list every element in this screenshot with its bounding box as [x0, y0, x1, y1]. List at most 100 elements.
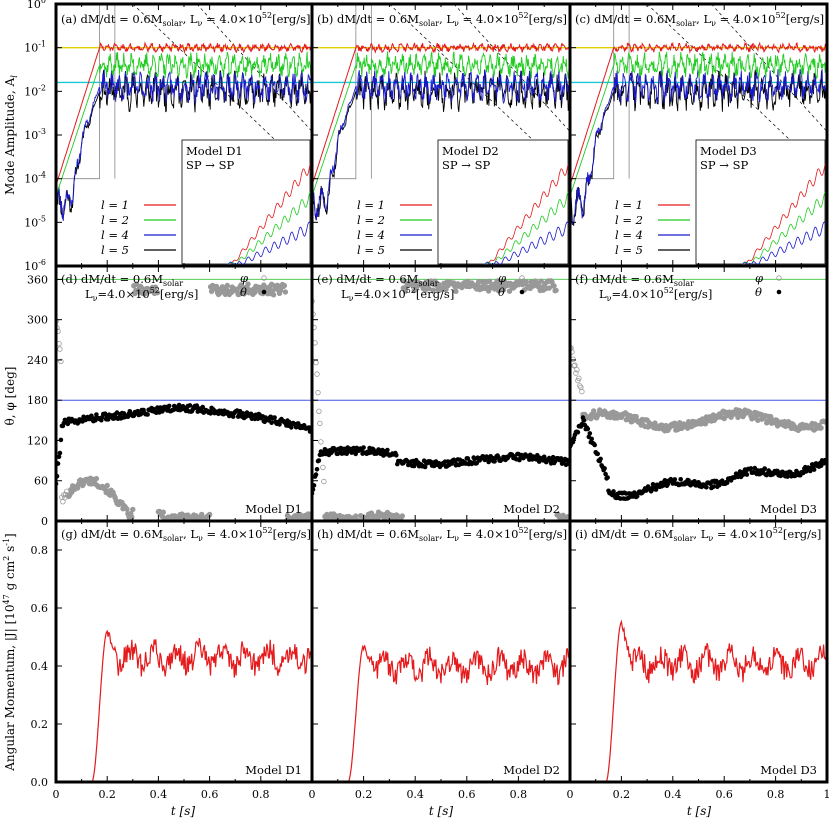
panel-title-f-l2-part-1: ν: [607, 294, 612, 303]
amplitude-panel-a: [56, 4, 312, 265]
legend-l5-label-b: l = 5: [357, 243, 385, 257]
panel-title-i-part-6: [erg/s]: [783, 527, 821, 541]
amp-series-l1-2: [570, 41, 827, 186]
phi-marker-1-12: [321, 478, 327, 485]
angle-panel-f: [570, 278, 827, 502]
theta-marker-0-5: [58, 437, 64, 443]
panel-title-f-l2-part-4: [erg/s]: [674, 287, 712, 301]
phi-marker-1-7: [316, 408, 322, 414]
xtick-label-1-4: 0.8: [510, 788, 528, 801]
theta-marker-2-20: [587, 431, 593, 436]
theta-marker-1-85: [394, 453, 399, 458]
xlabel-2: t [s]: [429, 804, 453, 818]
panel-title-c-part-0: (c) dM/dt = 0.6M: [575, 12, 676, 26]
row1-ytick-label-5: 10-5: [24, 214, 46, 229]
theta-marker-2-112: [678, 477, 683, 482]
row2-ytick-label-5: 60: [34, 475, 48, 488]
inset-series-0: [226, 164, 311, 265]
legend-theta-label-d: θ: [240, 285, 247, 299]
row2-ytick-label-2: 240: [27, 354, 48, 367]
panel-title-g-part-3: ν: [198, 534, 203, 543]
phi-marker-1-6: [315, 389, 321, 396]
phi-marker-1-216: [523, 279, 529, 285]
phi-marker-2-254: [818, 425, 824, 431]
row1-ylabel: Mode Amplitude, Al: [3, 75, 19, 195]
xtick-label-1-2: 0.4: [406, 788, 424, 801]
legend-phi-marker-d: [261, 275, 267, 281]
row1-ytick-base-2: 10: [24, 85, 38, 98]
panel-title-e-l2-part-1: ν: [349, 294, 354, 303]
phi-marker-2-170: [735, 414, 741, 421]
inset-series-l2-0: [226, 191, 311, 265]
phi-marker-0-5: [58, 358, 64, 364]
row3-ytick-label-0: 0.8: [31, 544, 49, 557]
panel-title-g-part-0: (g) dM/dt = 0.6M: [61, 527, 163, 541]
panel-title-a-part-4: = 4.0×10: [202, 12, 262, 26]
theta-marker-2-22: [589, 436, 594, 442]
panel-title-h-part-4: = 4.0×10: [459, 527, 519, 541]
ang-clipped-group-0: [56, 278, 312, 521]
row1-ytick-exp-1: -1: [38, 40, 46, 49]
theta-marker-2-106: [672, 477, 678, 482]
panel-title-b-part-2: , L: [439, 12, 454, 26]
row3-ytick-label-1: 0.6: [31, 602, 49, 615]
row1-ytick-label-2: 10-2: [24, 83, 46, 98]
theta-marker-0-3: [56, 454, 62, 460]
amplitude-panel-c: [570, 4, 827, 265]
phi-marker-2-10: [577, 383, 583, 389]
theta-marker-0-4: [57, 450, 63, 456]
phi-marker-0-101: [152, 284, 159, 290]
panel-title-a-part-3: ν: [198, 19, 203, 28]
legend-theta-marker-e: [519, 289, 525, 295]
panel-title-i-part-0: (i) dM/dt = 0.6M: [575, 527, 674, 541]
legend-phi-label-e: φ: [498, 271, 506, 285]
row2-ylabel: θ, φ [deg]: [3, 367, 17, 426]
legend-l4-label-a: l = 4: [101, 228, 129, 242]
amp-guide-box-2: [570, 4, 630, 180]
theta-marker-2-197: [762, 466, 767, 471]
panel-title-a-part-5: 52: [262, 11, 272, 20]
row1-ytick-base-3: 10: [24, 129, 38, 142]
amplitude-panel-b: [312, 4, 570, 265]
phi-marker-0-169: [219, 284, 226, 290]
row2-ytick-label-4: 120: [27, 434, 48, 447]
panel-frame-e: [310, 264, 572, 523]
panel-frame-i: [568, 519, 829, 784]
panel-title-f-line2: Lν=4.0×1052[erg/s]: [599, 286, 712, 303]
panel-title-h-part-5: 52: [518, 526, 528, 535]
panel-title-c-part-4: = 4.0×10: [716, 12, 776, 26]
ang-clipped-group-1: [312, 278, 570, 521]
panel-title-h-part-1: solar: [419, 534, 439, 543]
row1-ytick-label-0: 100: [27, 0, 46, 11]
inset-series-l4-0: [226, 221, 311, 265]
amp-series-l5-0: [56, 70, 312, 221]
panel-title-i-part-4: = 4.0×10: [713, 527, 773, 541]
xtick-label-2-3: 0.6: [715, 788, 733, 801]
phi-marker-0-233: [282, 289, 289, 295]
panel-title-i: (i) dM/dt = 0.6Msolar, Lν = 4.0×1052[erg…: [575, 526, 821, 543]
panel-title-e-line1: (e) dM/dt = 0.6Msolar: [317, 272, 439, 288]
phi-marker-2-9: [576, 375, 582, 381]
panel-title-b-part-1: solar: [419, 19, 439, 28]
xtick-label-2-1: 0.2: [613, 788, 631, 801]
panel-title-f-l2-part-3: 52: [664, 286, 674, 295]
theta-marker-1-52: [361, 445, 366, 450]
legend-phi-marker-f: [776, 275, 782, 281]
panel-title-d-l1-part-0: (d) dM/dt = 0.6M: [61, 272, 163, 286]
legend-l2-label-a: l = 2: [101, 213, 129, 227]
panel-frame-h: [310, 519, 572, 784]
legend-l2-label-c: l = 2: [615, 213, 643, 227]
inset-series-l2-2: [741, 191, 826, 265]
amp-series-l2-2: [570, 51, 827, 197]
row1-ytick-base-4: 10: [24, 173, 38, 186]
theta-marker-2-28: [595, 451, 600, 457]
amp-series-l5-2: [570, 69, 827, 226]
legend-l2-label-b: l = 2: [357, 213, 385, 227]
panel-title-g-part-1: solar: [163, 534, 183, 543]
panel-title-i-part-3: ν: [708, 534, 713, 543]
amp-clipped-group-1: [312, 4, 570, 221]
legend-phi-label-f: φ: [755, 271, 763, 285]
panel-title-f-l1-part-1: solar: [674, 279, 694, 288]
phi-marker-2-7: [574, 367, 580, 373]
theta-marker-2-44: [611, 489, 616, 494]
